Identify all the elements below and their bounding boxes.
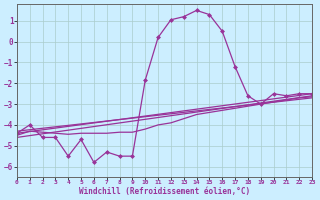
X-axis label: Windchill (Refroidissement éolien,°C): Windchill (Refroidissement éolien,°C) (79, 187, 250, 196)
